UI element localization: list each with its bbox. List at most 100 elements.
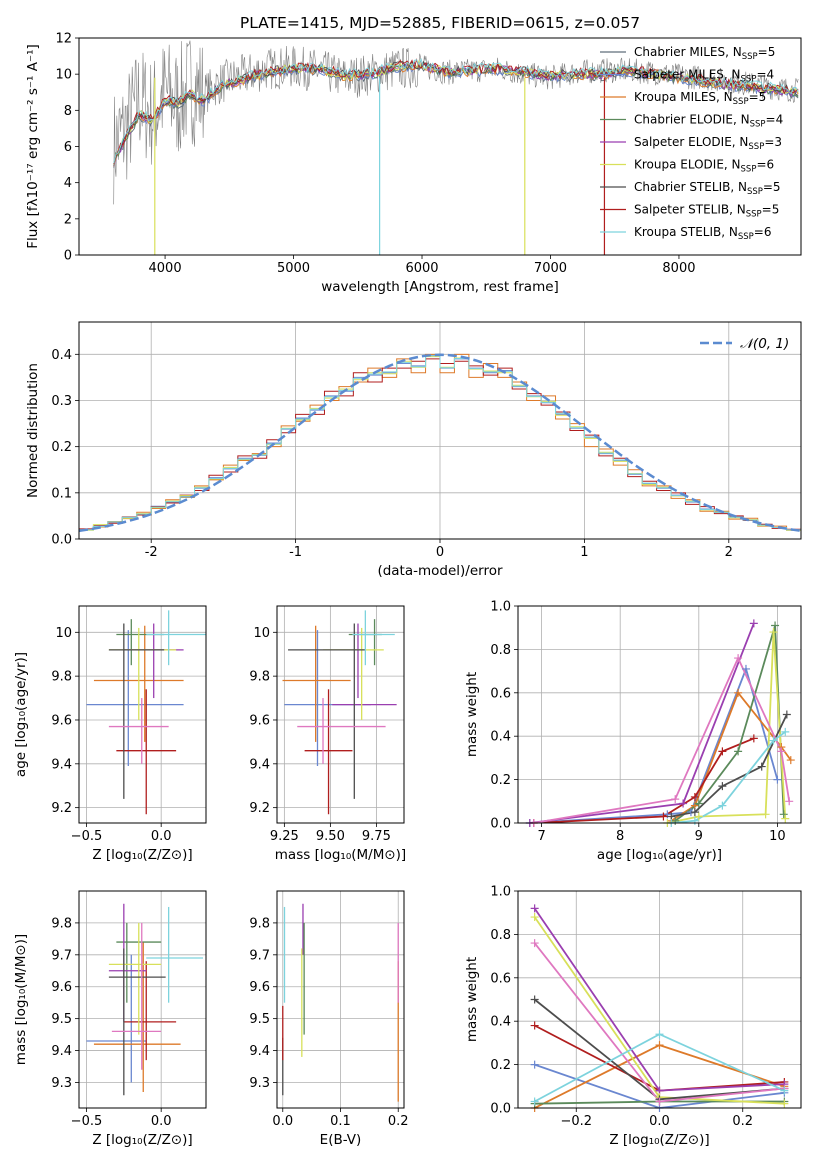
x-tick-label: 0.2 xyxy=(388,1114,409,1129)
series-marker-8 xyxy=(530,1097,539,1106)
axes-frame xyxy=(78,37,802,256)
y-tick-label: 0.0 xyxy=(490,1102,511,1117)
y-tick-label: 9.7 xyxy=(249,948,270,963)
series-marker-2 xyxy=(690,792,699,801)
axes-frame xyxy=(276,605,405,824)
series-marker-7 xyxy=(671,795,680,804)
y-tick-label: 2 xyxy=(64,212,72,227)
legend-label-3: Chabrier ELODIE, NSSP=4 xyxy=(634,113,783,130)
y-axis-label: mass weight xyxy=(464,957,480,1042)
y-tick-label: 0.2 xyxy=(490,1058,511,1073)
series-marker-5 xyxy=(769,628,778,637)
series-marker-6 xyxy=(718,782,727,791)
panel-massweight_vs_Z: −0.2 0.0 0.2 0.0 0.2 0.4 0.6 0.8 1.0 Z [log₁₀(Z/Z… xyxy=(464,885,802,1148)
series-marker-8 xyxy=(655,1030,664,1039)
axes-frame xyxy=(276,890,405,1109)
series-marker-4 xyxy=(749,619,758,628)
x-axis-label: (data-model)/error xyxy=(377,563,503,579)
x-tick-label: −0.2 xyxy=(560,1114,592,1129)
x-tick-label: -1 xyxy=(289,545,302,560)
observed-spectrum-line xyxy=(113,40,799,205)
y-tick-label: 6 xyxy=(64,140,72,155)
x-tick-label: 9 xyxy=(695,829,703,844)
y-tick-label: 0.2 xyxy=(490,773,511,788)
x-tick-label: 0.0 xyxy=(272,1114,293,1129)
x-tick-label: 8 xyxy=(616,829,624,844)
series-marker-4 xyxy=(530,904,539,913)
normal-curve xyxy=(79,353,801,533)
axes-frame xyxy=(78,321,802,540)
x-tick-label: 8000 xyxy=(662,261,695,276)
y-tick-label: 9.6 xyxy=(249,980,270,995)
series-marker-3 xyxy=(694,799,703,808)
series-marker-4 xyxy=(679,799,688,808)
panel-age_vs_Z: −0.5 0.0 9.2 9.4 9.6 9.8 10 Z [log₁₀(Z/Z⊙)] age … xyxy=(13,605,207,863)
x-tick-label: 0.0 xyxy=(151,829,172,844)
series-marker-7 xyxy=(734,654,743,663)
figure-title: PLATE=1415, MJD=52885, FIBERID=0615, z=0… xyxy=(240,14,640,32)
model-line-8 xyxy=(113,57,799,164)
y-tick-label: 0.6 xyxy=(490,971,511,986)
x-axis-label: Z [log₁₀(Z/Z⊙)] xyxy=(92,847,192,863)
series-marker-2 xyxy=(659,812,668,821)
x-tick-label: 9.50 xyxy=(316,829,345,844)
y-tick-label: 8 xyxy=(64,104,72,119)
series-line-1 xyxy=(670,691,792,822)
y-tick-label: 0.2 xyxy=(51,440,72,455)
plot-area xyxy=(113,40,799,255)
y-tick-label: 4 xyxy=(64,176,72,191)
axes-frame xyxy=(517,605,802,824)
y-tick-label: 1.0 xyxy=(490,600,511,615)
x-axis-label: Z [log₁₀(Z/Z⊙)] xyxy=(92,1132,192,1148)
y-tick-label: 9.7 xyxy=(51,948,72,963)
legend-label-0: Chabrier MILES, NSSP=5 xyxy=(634,45,775,62)
axes-frame xyxy=(78,605,207,824)
x-tick-label: 4000 xyxy=(149,261,182,276)
x-tick-label: 0.1 xyxy=(330,1114,351,1129)
x-tick-label: -2 xyxy=(145,545,158,560)
y-tick-label: 9.8 xyxy=(249,670,270,685)
y-tick-label: 9.8 xyxy=(51,670,72,685)
axes-frame xyxy=(517,890,802,1109)
series-marker-8 xyxy=(781,727,790,736)
series-marker-8 xyxy=(769,736,778,745)
series-line-4 xyxy=(529,623,755,823)
x-tick-label: 5000 xyxy=(277,261,310,276)
plot-area xyxy=(282,610,397,815)
x-tick-label: −0.5 xyxy=(71,829,103,844)
x-tick-label: 9.75 xyxy=(362,829,391,844)
x-tick-label: 0 xyxy=(436,545,444,560)
y-tick-label: 1.0 xyxy=(490,885,511,900)
plot-area xyxy=(86,610,206,815)
panel-residuals: -2 -1 0 1 2 0.0 0.1 0.2 0.3 0.4 (data-model)/error… xyxy=(25,321,802,579)
y-tick-label: 0.4 xyxy=(490,730,511,745)
y-tick-label: 9.6 xyxy=(51,980,72,995)
series-marker-0 xyxy=(741,664,750,673)
x-tick-label: 0.0 xyxy=(649,1114,670,1129)
plot-area xyxy=(529,623,792,823)
y-tick-label: 9.6 xyxy=(51,713,72,728)
x-tick-label: 1 xyxy=(580,545,588,560)
y-tick-label: 9.8 xyxy=(249,916,270,931)
x-axis-label: mass [log₁₀(M/M⊙)] xyxy=(275,847,406,863)
legend-label-4: Salpeter ELODIE, NSSP=3 xyxy=(634,135,782,152)
legend-label-6: Chabrier STELIB, NSSP=5 xyxy=(634,180,781,197)
legend-label: 𝒩(0, 1) xyxy=(740,336,789,352)
series-marker-2 xyxy=(530,1021,539,1030)
y-tick-label: 10 xyxy=(253,626,270,641)
y-tick-label: 12 xyxy=(55,32,72,47)
series-marker-6 xyxy=(757,762,766,771)
series-marker-1 xyxy=(655,1041,664,1050)
panel-age_vs_mass: 9.25 9.50 9.75 9.2 9.4 9.6 9.8 10 mass [log₁₀(M/… xyxy=(249,605,406,863)
legend-label-7: Salpeter STELIB, NSSP=5 xyxy=(634,203,779,220)
legend-label-1: Salpeter MILES, NSSP=4 xyxy=(634,68,774,85)
series-marker-1 xyxy=(786,756,795,765)
x-axis-label: Z [log₁₀(Z/Z⊙)] xyxy=(609,1132,709,1148)
series-marker-5 xyxy=(780,1099,789,1108)
panel-mass_vs_EBV: 0.0 0.1 0.2 9.3 9.4 9.5 9.6 9.7 9.8 E(B-V) xyxy=(249,890,409,1148)
series-marker-5 xyxy=(781,814,790,823)
y-axis-label: Normed distribution xyxy=(25,363,41,498)
y-tick-label: 0.4 xyxy=(51,348,72,363)
x-tick-label: 9.25 xyxy=(270,829,299,844)
legend: Chabrier MILES, NSSP=5 Salpeter MILES, NS… xyxy=(600,45,783,242)
